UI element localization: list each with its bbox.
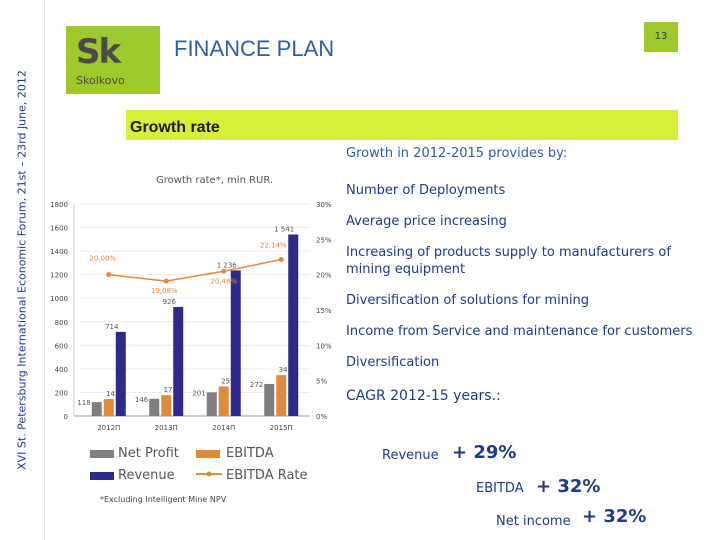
data-label-ebitda: 177 (164, 386, 177, 394)
data-label-ebitda: 251 (221, 377, 234, 385)
data-label-ebitda: 143 (106, 390, 119, 398)
bar-net-profit (264, 383, 275, 416)
y2-tick-label: 5% (316, 378, 327, 386)
logo-mark: Sk (76, 32, 121, 72)
legend-net-profit: Net Profit (118, 446, 179, 461)
chart-svg: Growth rate*, mln RUR. 0 200 400 600 800 1000 1… (50, 175, 332, 432)
data-label-net-profit: 201 (192, 389, 205, 397)
data-label-revenue: 714 (105, 323, 119, 331)
bar-revenue (173, 306, 184, 416)
bar-revenue (230, 270, 241, 416)
y2-tick-label: 30% (316, 201, 332, 209)
bar-revenue (115, 331, 126, 416)
data-label-net-profit: 272 (250, 381, 263, 389)
bullet-item: Income from Service and maintenance for … (346, 324, 693, 339)
rate-label: 20,00% (89, 255, 116, 263)
bar-ebitda (218, 386, 229, 416)
legend-swatch-ebitda-rate (196, 471, 222, 477)
x-tick-label: 2012П (97, 424, 120, 432)
y-tick-label: 600 (55, 342, 68, 350)
bar-net-profit (206, 392, 217, 416)
page-title: FINANCE PLAN (174, 36, 335, 61)
legend-swatch-revenue (90, 472, 114, 480)
bar-revenue (288, 234, 299, 416)
bullet-item: Increasing of products supply to manufac… (346, 245, 671, 277)
bullet-item: Diversification of solutions for mining (346, 293, 590, 308)
bullet-list: Number of Deployments Average price incr… (346, 182, 706, 385)
section-banner: Growth rate (126, 110, 678, 140)
data-label-ebitda: 347 (279, 366, 292, 374)
data-label-net-profit: 118 (77, 399, 90, 407)
bar-ebitda (103, 399, 114, 416)
bar-ebitda (276, 375, 287, 416)
bullet-item: Diversification (346, 355, 440, 370)
y2-tick-label: 20% (316, 272, 332, 280)
y-tick-label: 1400 (50, 248, 68, 256)
y-tick-label: 0 (64, 413, 68, 421)
y2-tick-label: 15% (316, 307, 332, 315)
data-label-net-profit: 146 (135, 396, 149, 404)
rate-label: 19,08% (151, 287, 178, 295)
bar-net-profit (149, 398, 160, 416)
rate-line (108, 258, 282, 282)
growth-chart: Growth rate*, mln RUR. 0 200 400 600 800 1000 1… (46, 166, 346, 466)
legend-ebitda-rate: EBITDA Rate (226, 468, 308, 483)
y2-tick-label: 25% (316, 236, 332, 244)
y-tick-label: 400 (55, 366, 68, 374)
rate-point (221, 268, 227, 274)
x-tick-label: 2015П (270, 424, 293, 432)
kpi-revenue-label: Revenue (382, 448, 439, 463)
forum-label: XVI St. Petersburg International Economi… (15, 70, 29, 470)
y2-tick-label: 10% (316, 342, 332, 350)
rate-point (163, 278, 169, 284)
growth-heading: Growth in 2012-2015 provides by: (346, 146, 568, 161)
legend-swatch-net-profit (90, 450, 114, 458)
banner-text: Growth rate (130, 119, 220, 136)
y-tick-label: 1600 (50, 225, 68, 233)
x-tick-label: 2013П (155, 424, 178, 432)
side-band: XVI St. Petersburg International Economi… (0, 0, 45, 540)
kpi-net-income-label: Net income (496, 514, 571, 529)
logo-name: Skolkovo (76, 74, 125, 87)
y-tick-label: 200 (55, 389, 68, 397)
kpi-ebitda-label: EBITDA (476, 481, 524, 496)
legend-swatch-ebitda (196, 450, 220, 458)
y-tick-label: 800 (55, 319, 68, 327)
rate-point (106, 272, 112, 278)
bullet-item: Number of Deployments (346, 183, 506, 198)
legend-revenue: Revenue (118, 468, 175, 483)
y-tick-label: 1200 (50, 272, 68, 280)
bar-ebitda (161, 395, 172, 416)
x-tick-label: 2014П (212, 424, 235, 432)
rate-label: 20,48% (210, 277, 237, 285)
footnote: *Excluding Intelligent Mine NPV (100, 495, 227, 504)
y2-tick-label: 0% (316, 413, 327, 421)
data-label-revenue: 1 541 (274, 226, 294, 234)
rate-point (278, 257, 284, 263)
y-tick-label: 1000 (50, 295, 68, 303)
data-label-revenue: 926 (163, 298, 177, 306)
kpi-revenue-value: + 29% (452, 442, 517, 463)
chart-title: Growth rate*, mln RUR. (156, 175, 273, 186)
kpi-ebitda-value: + 32% (536, 476, 601, 497)
skolkovo-logo: Sk Skolkovo (66, 26, 160, 94)
cagr-title: CAGR 2012-15 years.: (346, 388, 501, 404)
bar-net-profit (91, 402, 102, 416)
data-label-revenue: 1 236 (217, 261, 238, 269)
y-tick-label: 1800 (50, 201, 68, 209)
legend-ebitda: EBITDA (226, 446, 274, 461)
kpi-net-income-value: + 32% (582, 506, 647, 527)
page-number: 13 (644, 22, 678, 52)
rate-label: 22,14% (260, 242, 287, 250)
bullet-item: Average price increasing (346, 214, 507, 229)
